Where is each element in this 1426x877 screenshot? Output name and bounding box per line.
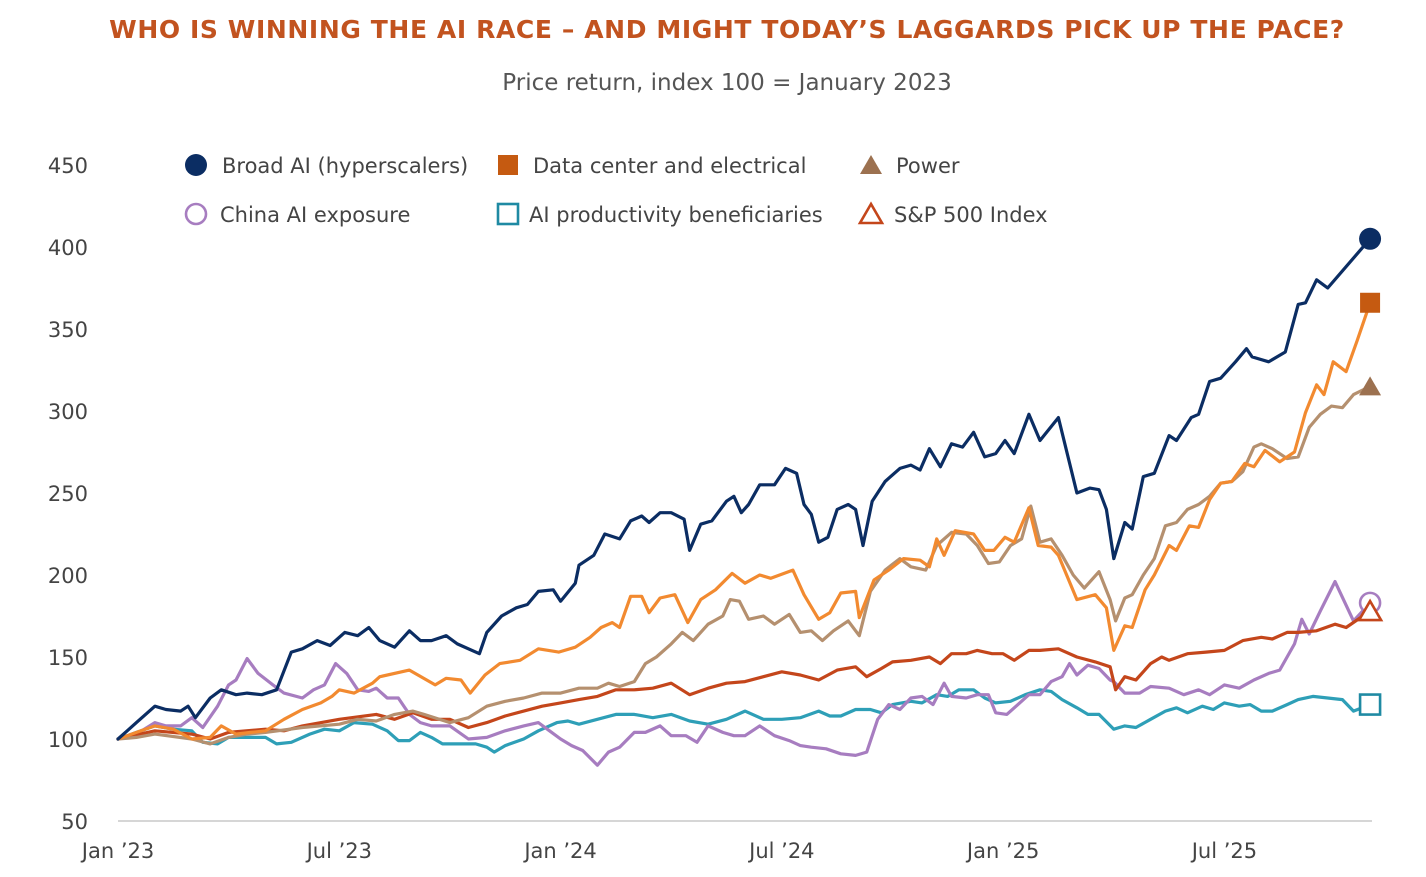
legend-label: Data center and electrical [533,154,806,178]
y-tick-label: 450 [48,154,88,178]
series-line-ai-productivity-beneficiaries [116,688,1372,754]
legend-square-open-icon [496,202,520,226]
y-tick-label: 100 [48,728,88,752]
legend-label: S&P 500 Index [894,203,1048,227]
legend-item: China AI exposure [184,202,410,227]
end-markers [1356,227,1384,716]
y-tick-label: 50 [61,810,88,834]
series-line-s-p-500-index [116,609,1372,741]
legend-circle-filled-icon [185,154,207,176]
end-marker-triangle-filled-icon [1359,376,1382,396]
legend: Broad AI (hyperscalers) Data center and e… [184,154,1048,227]
legend-square-filled-icon [498,155,518,175]
y-tick-label: 200 [48,564,88,588]
x-tick-label: Jul ’24 [747,839,814,863]
x-tick-label: Jan ’24 [522,839,596,863]
legend-triangle-filled-icon [860,155,882,174]
legend-circle-open-icon [184,202,208,226]
x-axis: Jan ’23 Jul ’23 Jan ’24 Jul ’24 Jan ’25 Jul ’… [80,839,1257,863]
x-tick-label: Jul ’25 [1190,839,1257,863]
legend-label: AI productivity beneficiaries [529,203,823,227]
series-line-data-center-and-electrical [116,301,1372,741]
x-tick-label: Jan ’25 [965,839,1039,863]
series-line-china-ai-exposure [116,579,1372,767]
y-tick-label: 250 [48,482,88,506]
legend-label: China AI exposure [220,203,410,227]
legend-item: Power [860,154,960,178]
y-tick-label: 150 [48,646,88,670]
chart-subtitle: Price return, index 100 = January 2023 [502,70,951,96]
y-tick-label: 350 [48,318,88,342]
y-axis: 50 100 150 200 250 300 350 400 450 [48,154,88,834]
y-tick-label: 400 [48,236,88,260]
legend-item: AI productivity beneficiaries [496,202,823,227]
series-lines [116,237,1372,767]
legend-item: Data center and electrical [498,154,806,178]
x-tick-label: Jul ’23 [305,839,372,863]
legend-label: Power [896,154,960,178]
legend-triangle-open-icon [857,201,885,225]
y-tick-label: 300 [48,400,88,424]
x-tick-label: Jan ’23 [80,839,154,863]
end-marker-square-open-icon [1358,693,1382,716]
chart-title: WHO IS WINNING THE AI RACE – AND MIGHT T… [109,15,1345,44]
end-marker-square-filled-icon [1360,292,1381,313]
end-marker-triangle-open-icon [1356,598,1384,622]
end-marker-circle-filled-icon [1359,227,1382,250]
series-line-power [116,384,1372,746]
legend-label: Broad AI (hyperscalers) [222,154,468,178]
series-line-broad-ai-hyperscalers [116,237,1372,741]
legend-item: Broad AI (hyperscalers) [185,154,468,178]
legend-item: S&P 500 Index [857,201,1048,227]
